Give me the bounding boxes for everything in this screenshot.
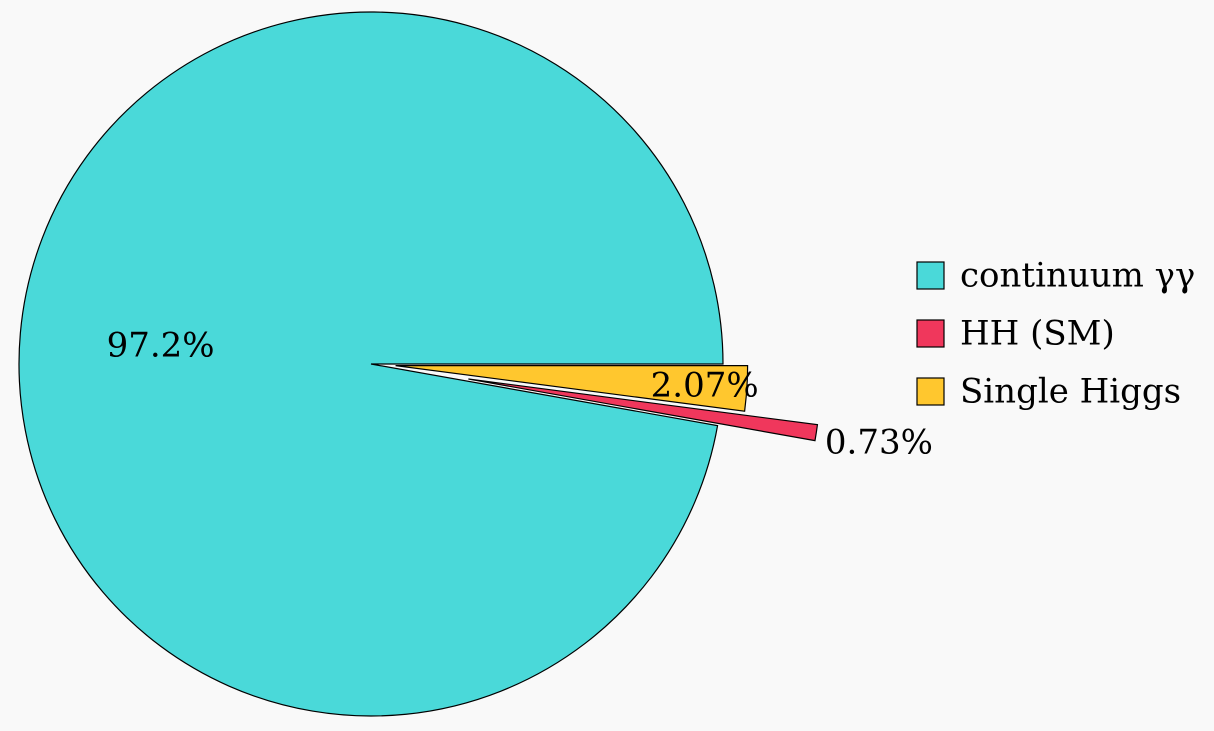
pie-slice-hh-sm	[468, 378, 819, 442]
slice-label-single-higgs: 2.07%	[651, 366, 759, 406]
pie-slice-continuum	[18, 11, 724, 717]
slice-label-continuum: 97.2%	[107, 325, 215, 365]
legend-swatch-single-higgs	[916, 377, 945, 406]
legend: continuum γγ HH (SM) Single Higgs	[916, 256, 1195, 412]
legend-label-continuum: continuum γγ	[960, 256, 1195, 296]
legend-label-single-higgs: Single Higgs	[960, 372, 1181, 412]
legend-label-hh-sm: HH (SM)	[960, 314, 1115, 354]
legend-swatch-continuum	[916, 261, 945, 290]
pie-slices	[18, 11, 819, 717]
slice-label-hh-sm: 0.73%	[825, 422, 933, 462]
pie-labels: 97.2% 0.73% 2.07%	[107, 325, 933, 462]
pie-slice-single-higgs	[395, 365, 749, 412]
legend-swatch-hh-sm	[916, 319, 945, 348]
